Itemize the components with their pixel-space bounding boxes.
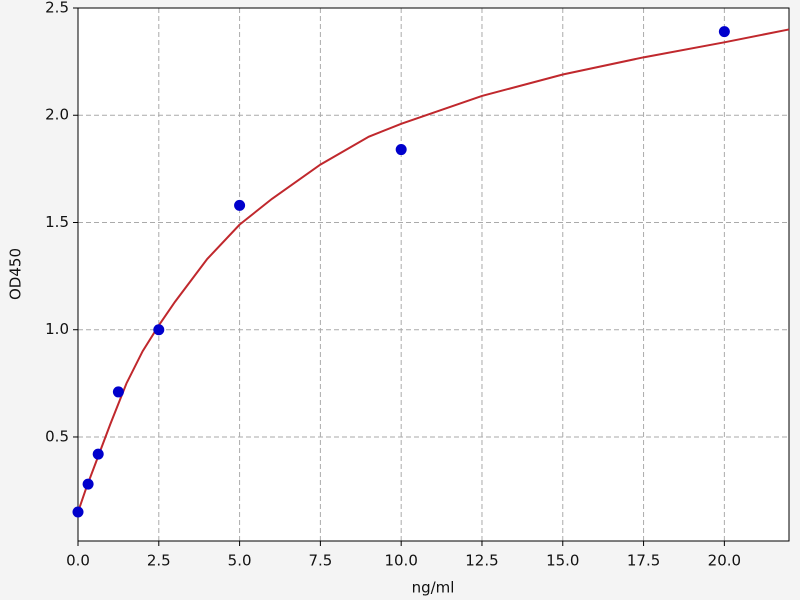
data-point <box>112 386 124 398</box>
data-point <box>72 506 84 518</box>
plot-frame <box>77 7 790 542</box>
y-tick-label: 1.0 <box>45 320 69 338</box>
fit-curve <box>77 28 790 513</box>
y-tick-label: 2.0 <box>45 106 69 124</box>
x-tick-label: 2.5 <box>147 552 171 570</box>
data-point <box>82 478 94 490</box>
y-tick-label: 2.5 <box>45 0 69 17</box>
data-point <box>395 144 407 156</box>
x-axis-label: ng/ml <box>412 579 455 597</box>
y-tick-label: 1.5 <box>45 213 69 231</box>
plot-area <box>78 8 789 541</box>
x-tick-label: 15.0 <box>546 552 579 570</box>
data-point <box>234 199 246 211</box>
data-point <box>153 324 165 336</box>
y-tick-label: 0.5 <box>45 427 69 445</box>
data-point <box>718 26 730 38</box>
x-tick-label: 7.5 <box>308 552 332 570</box>
x-tick-label: 12.5 <box>465 552 498 570</box>
y-axis-label: OD450 <box>7 248 25 300</box>
data-point <box>92 448 104 460</box>
x-tick-label: 17.5 <box>627 552 660 570</box>
x-tick-label: 10.0 <box>384 552 417 570</box>
x-tick-label: 20.0 <box>708 552 741 570</box>
x-tick-label: 5.0 <box>228 552 252 570</box>
x-tick-label: 0.0 <box>66 552 90 570</box>
